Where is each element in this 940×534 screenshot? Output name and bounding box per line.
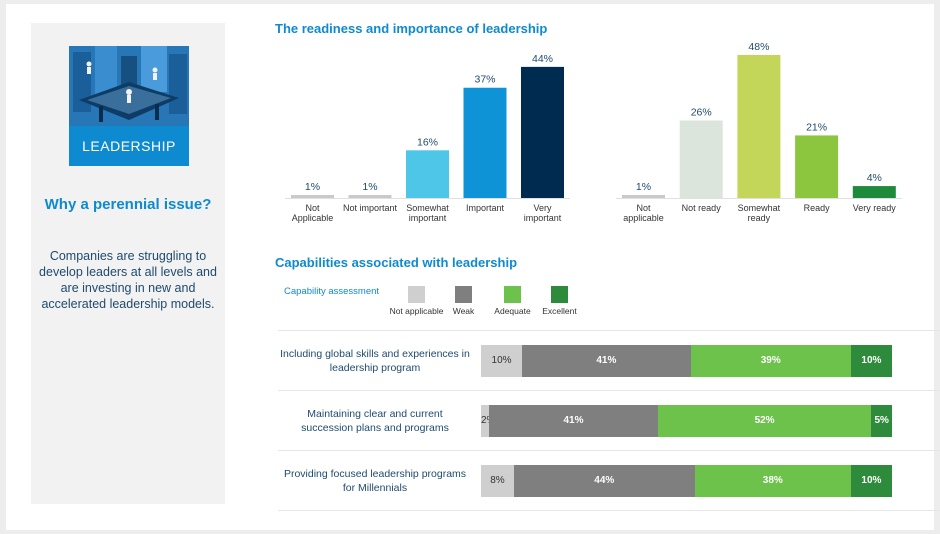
row-divider <box>278 390 940 391</box>
readiness-bar-label-0: 1% <box>636 181 651 193</box>
importance-bar-label-0: 1% <box>305 181 320 193</box>
importance-bar-label-3: 37% <box>474 74 495 86</box>
row-divider <box>278 330 940 331</box>
readiness-category-0: Not applicable <box>623 203 664 223</box>
readiness-bar-4 <box>852 186 896 198</box>
capability-segment-adequate: 38% <box>694 465 851 497</box>
importance-category-3: Important <box>466 203 505 213</box>
readiness-bar-1 <box>679 120 723 198</box>
readiness-bar-label-2: 48% <box>748 41 769 53</box>
legend-label-weak: Weak <box>452 306 475 316</box>
readiness-bar-2 <box>737 54 781 199</box>
capability-row-label: Providing focused leadership programs fo… <box>283 468 467 494</box>
importance-bar-4 <box>521 66 564 198</box>
importance-category-1: Not important <box>343 203 398 213</box>
importance-bar-2 <box>406 150 449 198</box>
readiness-bar-label-4: 4% <box>867 172 882 184</box>
legend-swatch-adequate <box>504 286 521 303</box>
capability-segment-weak: 44% <box>513 465 695 497</box>
importance-category-0: Not Applicable <box>292 203 334 223</box>
capability-segment-excellent: 5% <box>871 405 892 437</box>
sidebar-title: Why a perennial issue? <box>44 196 212 213</box>
legend-swatch-weak <box>455 286 472 303</box>
legend-title: Capability assessment <box>284 286 380 297</box>
capability-row-label: Including global skills and experiences … <box>280 348 470 374</box>
importance-bar-label-4: 44% <box>532 53 553 65</box>
importance-bar-1 <box>348 195 392 198</box>
legend-swatch-not-applicable <box>408 286 425 303</box>
importance-category-2: Somewhat important <box>406 203 449 223</box>
capability-segment-excellent: 10% <box>850 465 892 497</box>
sidebar-description: Companies are struggling to develop lead… <box>39 249 217 311</box>
capability-segment-not-applicable: 2% <box>481 405 495 437</box>
readiness-importance-title: The readiness and importance of leadersh… <box>275 21 548 36</box>
capability-segment-not-applicable: 8% <box>481 465 514 497</box>
legend-label-adequate: Adequate <box>494 306 531 316</box>
legend-label-excellent: Excellent <box>542 306 577 316</box>
legend-label-not-applicable: Not applicable <box>389 306 444 316</box>
readiness-bar-label-1: 26% <box>691 107 712 119</box>
row-divider <box>278 510 940 511</box>
capability-row-label: Maintaining clear and current succession… <box>301 408 449 434</box>
capability-segment-excellent: 10% <box>850 345 892 377</box>
importance-category-4: Very important <box>524 203 562 223</box>
capability-segment-weak: 41% <box>489 405 658 437</box>
capability-segment-weak: 41% <box>522 345 691 377</box>
city-illustration-icon <box>69 46 189 126</box>
readiness-category-3: Ready <box>804 203 831 213</box>
readiness-category-1: Not ready <box>682 203 722 213</box>
readiness-bar-0 <box>622 195 665 198</box>
importance-bar-label-2: 16% <box>417 136 438 148</box>
leadership-logo: LEADERSHIP <box>69 46 189 166</box>
importance-bar-label-1: 1% <box>362 181 377 193</box>
importance-bar-0 <box>291 195 334 198</box>
readiness-category-2: Somewhat ready <box>738 203 781 223</box>
capability-segment-adequate: 39% <box>690 345 851 377</box>
readiness-category-4: Very ready <box>853 203 897 213</box>
row-divider <box>278 450 940 451</box>
readiness-bar-label-3: 21% <box>806 121 827 133</box>
importance-bar-3 <box>463 87 507 198</box>
capability-segment-not-applicable: 10% <box>481 345 523 377</box>
capabilities-title: Capabilities associated with leadership <box>275 255 518 270</box>
legend-swatch-excellent <box>551 286 568 303</box>
readiness-bar-3 <box>795 135 839 198</box>
logo-label: LEADERSHIP <box>69 126 189 166</box>
capability-segment-adequate: 52% <box>657 405 872 437</box>
